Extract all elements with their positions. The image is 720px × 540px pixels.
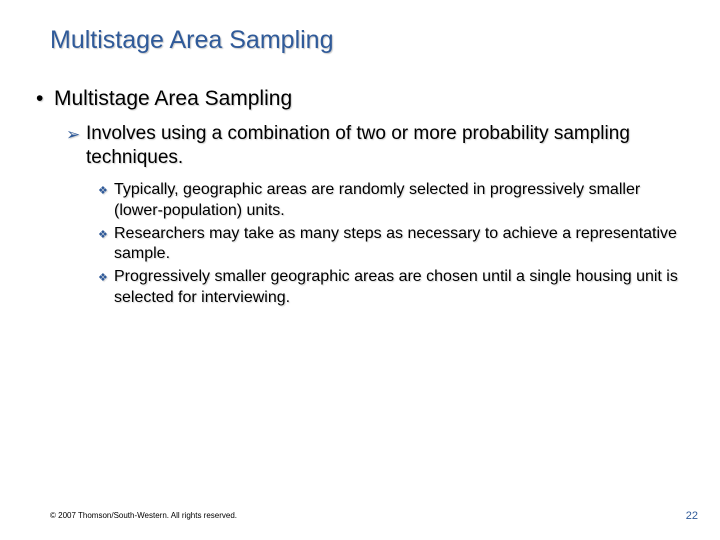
arrow-bullet-icon: ➢ bbox=[66, 122, 86, 171]
diamond-bullet-icon: ❖ bbox=[98, 224, 114, 266]
diamond-bullet-icon: ❖ bbox=[98, 267, 114, 309]
level3-item: ❖ Typically, geographic areas are random… bbox=[98, 180, 678, 222]
level3-text: Progressively smaller geographic areas a… bbox=[114, 267, 678, 309]
level3-list: ❖ Typically, geographic areas are random… bbox=[98, 180, 678, 311]
level2-text: Involves using a combination of two or m… bbox=[86, 122, 666, 171]
level2-list: ➢ Involves using a combination of two or… bbox=[66, 122, 666, 173]
slide: Multistage Area Sampling •Multistage Are… bbox=[0, 0, 720, 540]
copyright-text: © 2007 Thomson/South-Western. All rights… bbox=[50, 511, 237, 520]
level3-text: Researchers may take as many steps as ne… bbox=[114, 224, 678, 266]
level1-item: •Multistage Area Sampling bbox=[36, 86, 676, 112]
level3-item: ❖ Researchers may take as many steps as … bbox=[98, 224, 678, 266]
level1-text: Multistage Area Sampling bbox=[54, 87, 292, 110]
bullet-dot-icon: • bbox=[36, 86, 54, 112]
slide-title: Multistage Area Sampling bbox=[50, 26, 333, 55]
diamond-bullet-icon: ❖ bbox=[98, 180, 114, 222]
level3-item: ❖ Progressively smaller geographic areas… bbox=[98, 267, 678, 309]
level2-item: ➢ Involves using a combination of two or… bbox=[66, 122, 666, 171]
page-number: 22 bbox=[686, 510, 698, 522]
level3-text: Typically, geographic areas are randomly… bbox=[114, 180, 678, 222]
